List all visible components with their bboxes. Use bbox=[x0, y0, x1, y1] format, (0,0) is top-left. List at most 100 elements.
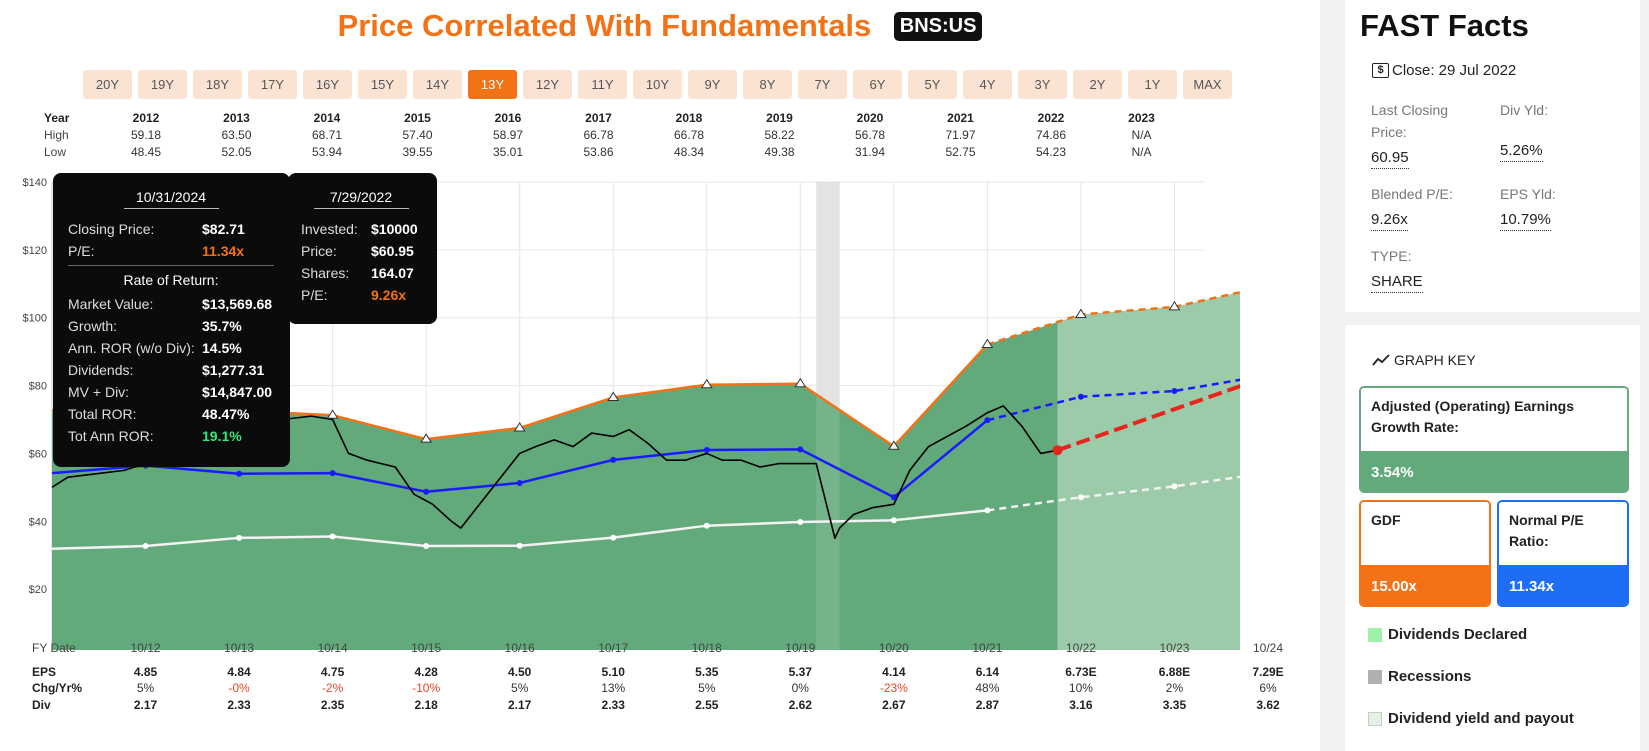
year-table-cell: 53.86 bbox=[583, 145, 614, 159]
gdf-box: GDF 15.00x bbox=[1359, 500, 1491, 607]
year-table-cell: 35.01 bbox=[492, 145, 524, 159]
range-button-8y[interactable]: 8Y bbox=[743, 70, 792, 99]
tooltip-pe: 11.34x bbox=[202, 243, 245, 259]
fundamentals-cell-div: 2.33 bbox=[227, 698, 251, 712]
range-button-4y[interactable]: 4Y bbox=[963, 70, 1012, 99]
tooltip-value: $13,569.68 bbox=[202, 296, 273, 312]
y-tick-label: $80 bbox=[29, 381, 47, 393]
dividend-point bbox=[984, 507, 991, 514]
fundamentals-cell-chg: -0% bbox=[228, 681, 250, 695]
tooltip-right-row: Price: $60.95 bbox=[301, 243, 421, 259]
fundamentals-cell-eps: 7.29E bbox=[1252, 665, 1284, 679]
range-button-12y[interactable]: 12Y bbox=[523, 70, 572, 99]
range-button-7y[interactable]: 7Y bbox=[798, 70, 847, 99]
fundamentals-cell-div: 2.18 bbox=[414, 698, 438, 712]
normal-pe-point bbox=[516, 479, 523, 486]
valuation-point bbox=[794, 377, 807, 388]
fundamentals-cell-fy: 10/19 bbox=[785, 641, 816, 655]
normal-pe-point bbox=[236, 470, 243, 477]
fundamentals-cell-div: 2.33 bbox=[601, 698, 625, 712]
year-table-cell: 2016 bbox=[494, 111, 522, 125]
valuation-point bbox=[1168, 300, 1181, 311]
range-button-20y[interactable]: 20Y bbox=[83, 70, 132, 99]
earnings-growth-box: Adjusted (Operating) Earnings Growth Rat… bbox=[1359, 386, 1629, 493]
fundamentals-cell-eps: 4.85 bbox=[133, 665, 158, 679]
range-button-17y[interactable]: 17Y bbox=[248, 70, 297, 99]
fundamentals-cell-chg: -23% bbox=[879, 681, 908, 695]
range-button-2y[interactable]: 2Y bbox=[1073, 70, 1122, 99]
range-button-10y[interactable]: 10Y bbox=[633, 70, 682, 99]
fundamentals-cell-chg: 5% bbox=[698, 681, 716, 695]
tooltip-right: 7/29/2022 Invested: $10000 Price: $60.95 Sha… bbox=[288, 173, 437, 324]
normal-pe-box: Normal P/E Ratio: 11.34x bbox=[1497, 500, 1629, 607]
fundamentals-cell-chg: 13% bbox=[601, 681, 626, 695]
range-selector: 20Y 19Y 18Y 17Y 16Y 15Y 14Y 13Y 12Y 11Y 10Y 9Y 8Y 7Y 6… bbox=[83, 70, 1232, 99]
tooltip-label: Dividends: bbox=[68, 362, 134, 378]
fundamentals-cell-div: 3.35 bbox=[1162, 698, 1187, 712]
tooltip-right-rows: Invested: $10000 Price: $60.95 Shares: 164.07 bbox=[301, 221, 421, 281]
forecast-valuation-area bbox=[1057, 292, 1240, 650]
range-button-18y[interactable]: 18Y bbox=[193, 70, 242, 99]
fundamentals-cell-eps: 4.75 bbox=[320, 665, 345, 679]
range-button-11y[interactable]: 11Y bbox=[578, 70, 627, 99]
fundamentals-cell-chg: 6% bbox=[1259, 681, 1277, 695]
year-table-cell: 56.78 bbox=[854, 128, 886, 142]
fundamentals-cell-fy: 10/12 bbox=[130, 641, 161, 655]
dividend-line-start bbox=[51, 544, 146, 551]
range-button-1y[interactable]: 1Y bbox=[1128, 70, 1177, 99]
page-title: Price Correlated With Fundamentals bbox=[337, 8, 872, 43]
year-table-cell: 2021 bbox=[947, 111, 974, 125]
range-button-19y[interactable]: 19Y bbox=[138, 70, 187, 99]
tooltip-tot-ann-row: Tot Ann ROR: 19.1% bbox=[68, 428, 274, 444]
normal-pe-point bbox=[703, 447, 710, 454]
blended-pe-value[interactable]: 9.26x bbox=[1371, 210, 1408, 231]
type-value[interactable]: SHARE bbox=[1371, 272, 1423, 293]
fundamentals-cell-chg: 48% bbox=[975, 681, 1000, 695]
range-button-6y[interactable]: 6Y bbox=[853, 70, 902, 99]
normal-pe-point bbox=[610, 456, 617, 463]
dividend-point bbox=[703, 522, 710, 529]
range-button-5y[interactable]: 5Y bbox=[908, 70, 957, 99]
year-table-row-label: High bbox=[44, 128, 69, 142]
tooltip-value: 35.7% bbox=[202, 318, 242, 334]
range-button-16y[interactable]: 16Y bbox=[303, 70, 352, 99]
range-button-14y[interactable]: 14Y bbox=[413, 70, 462, 99]
fundamentals-cell-div: 2.67 bbox=[882, 698, 906, 712]
tooltip-label: Tot Ann ROR: bbox=[68, 428, 154, 444]
range-button-15y[interactable]: 15Y bbox=[358, 70, 407, 99]
tooltip-ror-row: Total ROR: 48.47% bbox=[68, 406, 274, 422]
y-tick-label: $40 bbox=[29, 516, 47, 528]
fundamentals-row-label: Div bbox=[32, 698, 51, 712]
range-button-max[interactable]: MAX bbox=[1183, 70, 1232, 99]
fundamentals-row-label: EPS bbox=[32, 665, 57, 679]
y-tick-label: $120 bbox=[23, 245, 47, 257]
year-table-cell: 58.22 bbox=[764, 128, 795, 142]
year-table-cell: 49.38 bbox=[764, 145, 795, 159]
dividend-point bbox=[1171, 483, 1178, 490]
range-button-13y[interactable]: 13Y bbox=[468, 70, 517, 99]
tooltip-tot-ann: 19.1% bbox=[202, 428, 242, 444]
eps-yld-value[interactable]: 10.79% bbox=[1500, 210, 1551, 231]
dividend-point bbox=[890, 517, 897, 524]
fundamentals-cell-chg: 0% bbox=[791, 681, 809, 695]
tooltip-ror-row: Ann. ROR (w/o Div): 14.5% bbox=[68, 340, 274, 356]
legend-label: Dividend yield and payout bbox=[1388, 710, 1574, 727]
tooltip-closing-price: $82.71 bbox=[202, 221, 245, 237]
dividend-point bbox=[516, 542, 523, 549]
valuation-line-forecast bbox=[987, 290, 1240, 346]
div-yld-value[interactable]: 5.26% bbox=[1500, 141, 1543, 162]
last-closing-value[interactable]: 60.95 bbox=[1371, 148, 1409, 169]
earnings-growth-label: Adjusted (Operating) Earnings Growth Rat… bbox=[1361, 388, 1627, 451]
close-date: $ Close: 29 Jul 2022 bbox=[1372, 62, 1516, 79]
normal-pe-point bbox=[984, 417, 991, 424]
fundamentals-cell-chg: 5% bbox=[511, 681, 529, 695]
tooltip-ror-heading: Rate of Return: bbox=[68, 265, 274, 288]
legend-swatch bbox=[1368, 627, 1382, 642]
range-button-3y[interactable]: 3Y bbox=[1018, 70, 1067, 99]
year-table-cell: N/A bbox=[1131, 145, 1152, 159]
close-date-text: Close: 29 Jul 2022 bbox=[1392, 62, 1517, 79]
y-tick-label: $140 bbox=[23, 177, 47, 189]
valuation-point bbox=[1075, 308, 1087, 318]
range-button-9y[interactable]: 9Y bbox=[688, 70, 737, 99]
y-tick-label: $20 bbox=[29, 584, 47, 596]
